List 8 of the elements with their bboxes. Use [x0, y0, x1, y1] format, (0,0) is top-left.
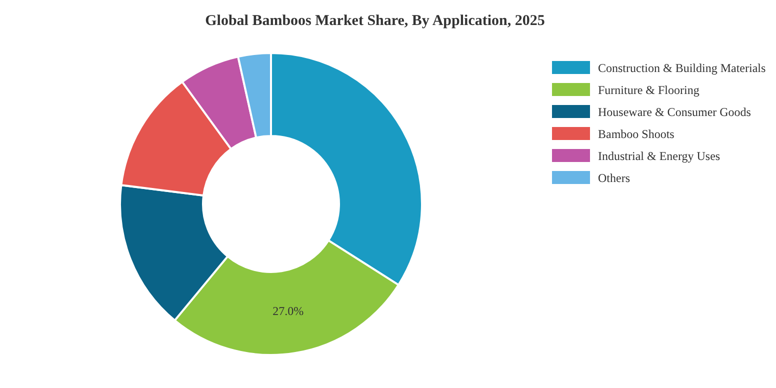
legend-label: Houseware & Consumer Goods [598, 105, 752, 119]
legend-label: Bamboo Shoots [598, 127, 675, 141]
data-label: 27.0% [272, 304, 304, 318]
chart-title: Global Bamboos Market Share, By Application, 2025 [205, 13, 545, 29]
legend-label: Industrial & Energy Uses [598, 149, 720, 163]
legend-label: Furniture & Flooring [598, 83, 700, 97]
legend-label: Construction & Building Materials [598, 61, 766, 75]
legend-label: Others [598, 171, 630, 185]
